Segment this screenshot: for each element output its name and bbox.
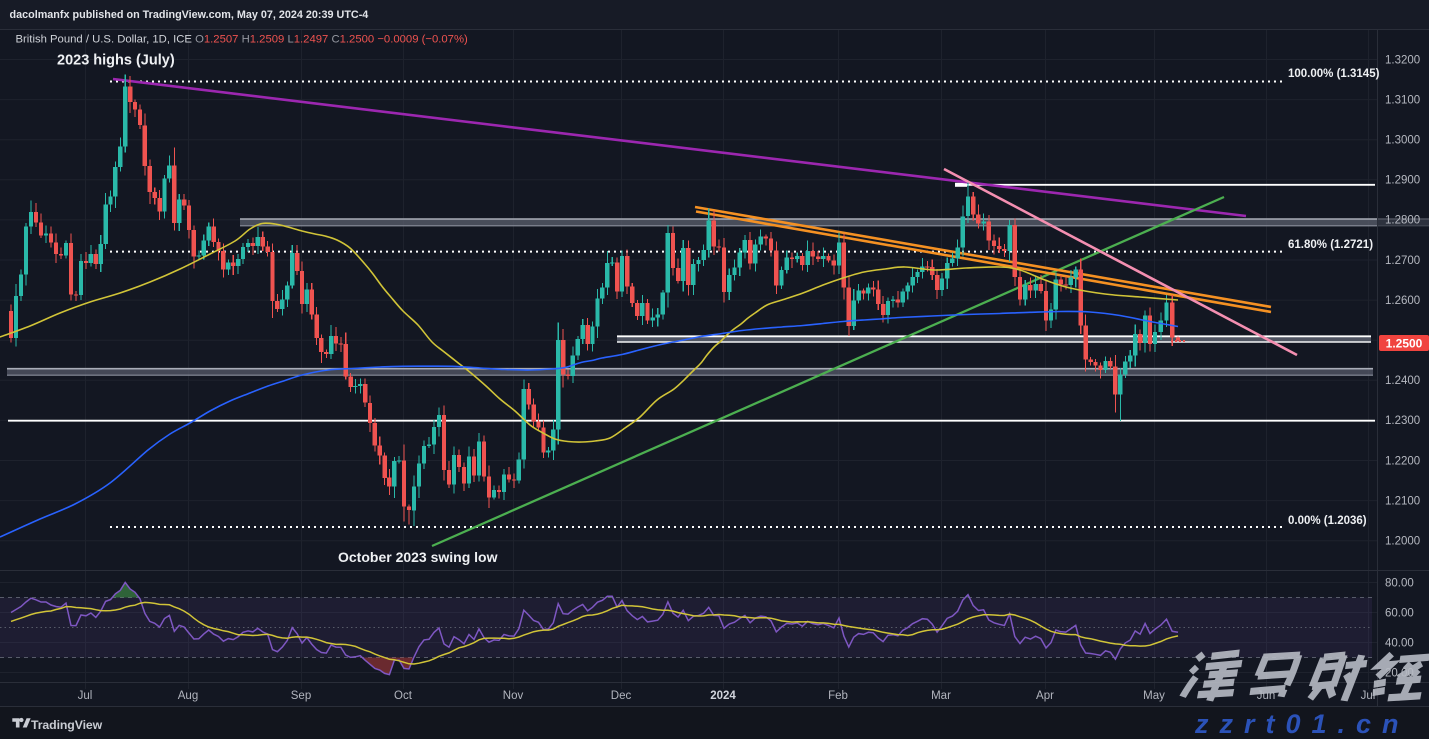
svg-text:1.2800: 1.2800 <box>1385 215 1420 227</box>
svg-text:40.00: 40.00 <box>1385 637 1414 649</box>
svg-text:1.2600: 1.2600 <box>1385 295 1420 307</box>
svg-text:Nov: Nov <box>503 690 524 702</box>
svg-text:80.00: 80.00 <box>1385 577 1414 589</box>
svg-text:zzrt01.cn: zzrt01.cn <box>1194 709 1410 739</box>
svg-text:1.2900: 1.2900 <box>1385 175 1420 187</box>
svg-text:1.3100: 1.3100 <box>1385 94 1420 106</box>
svg-text:1.2300: 1.2300 <box>1385 415 1420 427</box>
svg-text:1.2100: 1.2100 <box>1385 495 1420 507</box>
svg-text:1.3000: 1.3000 <box>1385 135 1420 147</box>
svg-text:Feb: Feb <box>828 690 848 702</box>
svg-text:Mar: Mar <box>931 690 951 702</box>
svg-text:1.3200: 1.3200 <box>1385 54 1420 66</box>
svg-text:Oct: Oct <box>394 690 413 702</box>
svg-text:2024: 2024 <box>710 690 736 702</box>
svg-text:dacolmanfx published on Tradin: dacolmanfx published on TradingView.com,… <box>10 9 369 21</box>
svg-text:1.2500: 1.2500 <box>1386 336 1423 350</box>
svg-text:Sep: Sep <box>291 690 311 702</box>
svg-text:Jul: Jul <box>1361 690 1376 702</box>
svg-text:Dec: Dec <box>611 690 632 702</box>
svg-text:0.00% (1.2036): 0.00% (1.2036) <box>1288 515 1367 527</box>
svg-text:Jul: Jul <box>78 690 93 702</box>
svg-text:100.00% (1.3145): 100.00% (1.3145) <box>1288 68 1380 80</box>
svg-text:1.2000: 1.2000 <box>1385 536 1420 548</box>
svg-text:1.2700: 1.2700 <box>1385 255 1420 267</box>
svg-text:1.2200: 1.2200 <box>1385 455 1420 467</box>
svg-text:Apr: Apr <box>1036 690 1054 702</box>
svg-text:1.2400: 1.2400 <box>1385 375 1420 387</box>
svg-text:May: May <box>1143 690 1165 702</box>
svg-text:October 2023 swing low: October 2023 swing low <box>338 549 498 565</box>
svg-text:2023 highs (July): 2023 highs (July) <box>57 53 175 69</box>
svg-text:60.00: 60.00 <box>1385 607 1414 619</box>
svg-text:61.80% (1.2721): 61.80% (1.2721) <box>1288 239 1373 251</box>
svg-text:Aug: Aug <box>178 690 198 702</box>
svg-text:TradingView: TradingView <box>31 718 103 732</box>
svg-text:British Pound / U.S. Dollar, 1: British Pound / U.S. Dollar, 1D, ICE O1.… <box>16 34 469 46</box>
